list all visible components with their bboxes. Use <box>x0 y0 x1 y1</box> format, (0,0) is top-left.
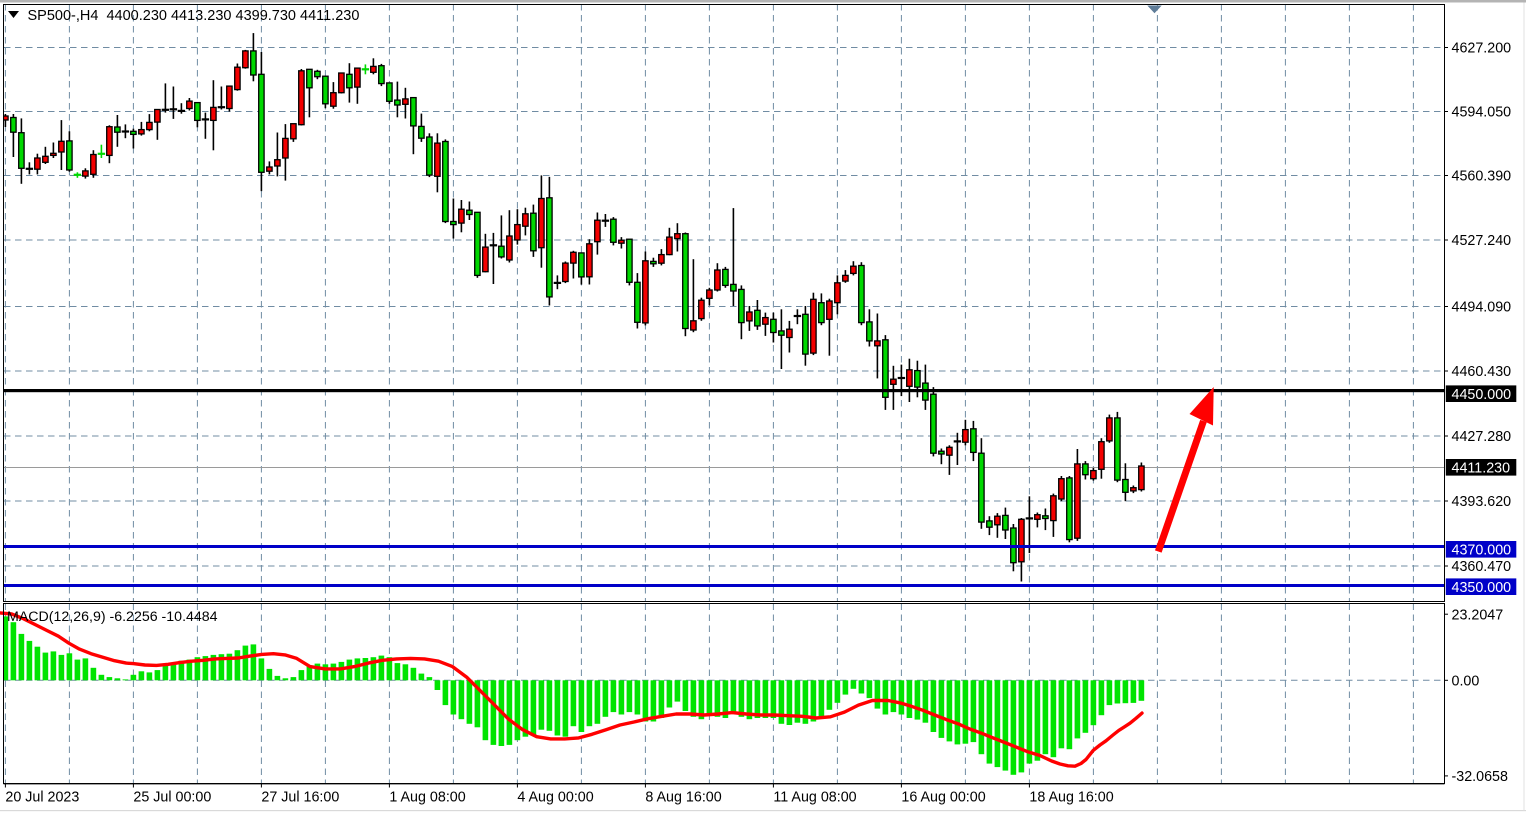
svg-text:11 Aug 08:00: 11 Aug 08:00 <box>773 790 856 806</box>
svg-text:27 Jul 16:00: 27 Jul 16:00 <box>261 790 339 806</box>
svg-text:4450.000: 4450.000 <box>1452 387 1512 403</box>
svg-text:4494.090: 4494.090 <box>1452 300 1512 316</box>
svg-text:16 Aug 00:00: 16 Aug 00:00 <box>901 790 985 806</box>
svg-text:4560.390: 4560.390 <box>1452 169 1512 185</box>
svg-text:0.00: 0.00 <box>1452 674 1480 690</box>
svg-text:20 Jul 2023: 20 Jul 2023 <box>5 790 79 806</box>
svg-text:4460.430: 4460.430 <box>1452 364 1512 380</box>
svg-text:4 Aug 00:00: 4 Aug 00:00 <box>517 790 593 806</box>
svg-text:4627.200: 4627.200 <box>1452 41 1512 57</box>
svg-text:4360.470: 4360.470 <box>1452 559 1512 575</box>
svg-text:8 Aug 16:00: 8 Aug 16:00 <box>645 790 721 806</box>
svg-text:SP500-,H4 4400.230 4413.230 4: SP500-,H4 4400.230 4413.230 4399.730 441… <box>28 8 360 24</box>
svg-text:4411.230: 4411.230 <box>1452 461 1511 477</box>
svg-text:4370.000: 4370.000 <box>1452 543 1512 559</box>
svg-text:4427.280: 4427.280 <box>1452 429 1512 445</box>
svg-text:MACD(12,26,9) -6.2256 -10.4484: MACD(12,26,9) -6.2256 -10.4484 <box>7 609 218 625</box>
svg-text:4350.000: 4350.000 <box>1452 580 1512 596</box>
svg-text:23.2047: 23.2047 <box>1452 607 1504 623</box>
svg-text:4393.620: 4393.620 <box>1452 494 1512 510</box>
svg-text:4527.240: 4527.240 <box>1452 233 1512 249</box>
svg-text:1 Aug 08:00: 1 Aug 08:00 <box>389 790 465 806</box>
svg-text:18 Aug 16:00: 18 Aug 16:00 <box>1029 790 1113 806</box>
svg-text:4594.050: 4594.050 <box>1452 105 1512 121</box>
svg-text:-32.0658: -32.0658 <box>1452 769 1508 785</box>
svg-text:25 Jul 00:00: 25 Jul 00:00 <box>133 790 211 806</box>
